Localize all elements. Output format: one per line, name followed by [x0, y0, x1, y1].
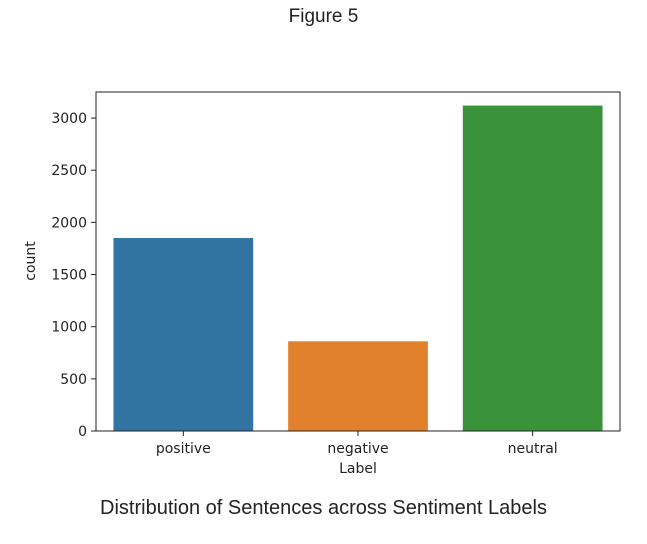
- y-tick-label: 500: [60, 372, 87, 388]
- y-axis-label: count: [23, 241, 39, 281]
- y-tick-label: 1500: [51, 268, 87, 284]
- y-axis-ticks: 0 500 1000 1500 2000 2500 3000: [51, 111, 96, 440]
- x-tick-label: neutral: [508, 441, 558, 457]
- plot-frame: [95, 91, 621, 432]
- y-tick-label: 2000: [51, 215, 87, 231]
- y-tick-label: 1000: [51, 320, 87, 336]
- x-tick-label: positive: [156, 441, 211, 457]
- bar-neutral: [462, 105, 603, 431]
- y-tick-label: 0: [78, 424, 87, 440]
- x-tick-label: negative: [327, 441, 388, 457]
- x-axis-ticks: positive negative neutral: [156, 431, 558, 457]
- figure-label: Figure 5: [288, 6, 359, 27]
- figure-caption: Distribution of Sentences across Sentime…: [100, 497, 547, 519]
- y-tick-label: 3000: [51, 111, 87, 127]
- bar-positive: [113, 238, 254, 431]
- bar-negative: [288, 341, 428, 431]
- y-tick-label: 2500: [51, 163, 87, 179]
- x-axis-label: Label: [339, 461, 377, 477]
- bars-group: [113, 105, 603, 431]
